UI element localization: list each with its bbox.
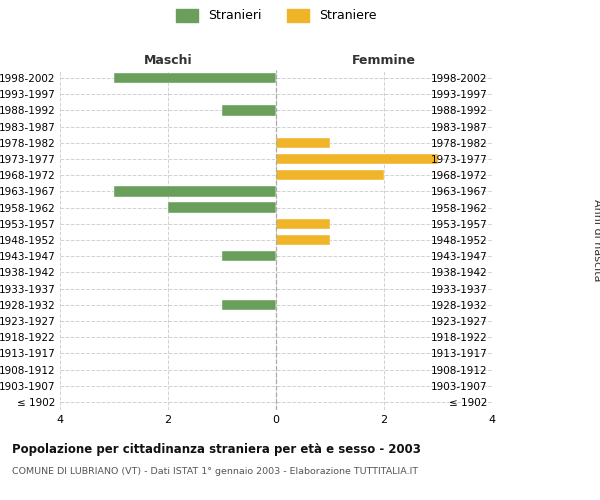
Bar — [114, 186, 276, 196]
Bar — [168, 202, 276, 213]
Legend: Stranieri, Straniere: Stranieri, Straniere — [176, 8, 377, 22]
Bar — [276, 138, 330, 148]
Bar — [276, 234, 330, 246]
Bar — [276, 154, 438, 164]
Text: Anni di nascita: Anni di nascita — [592, 198, 600, 281]
Bar — [222, 251, 276, 262]
Text: Popolazione per cittadinanza straniera per età e sesso - 2003: Popolazione per cittadinanza straniera p… — [12, 442, 421, 456]
Text: COMUNE DI LUBRIANO (VT) - Dati ISTAT 1° gennaio 2003 - Elaborazione TUTTITALIA.I: COMUNE DI LUBRIANO (VT) - Dati ISTAT 1° … — [12, 468, 418, 476]
Bar — [276, 218, 330, 229]
Bar — [276, 170, 384, 180]
Text: Maschi: Maschi — [143, 54, 193, 67]
Bar — [114, 73, 276, 84]
Bar — [222, 300, 276, 310]
Text: Femmine: Femmine — [352, 54, 416, 67]
Bar — [222, 105, 276, 116]
